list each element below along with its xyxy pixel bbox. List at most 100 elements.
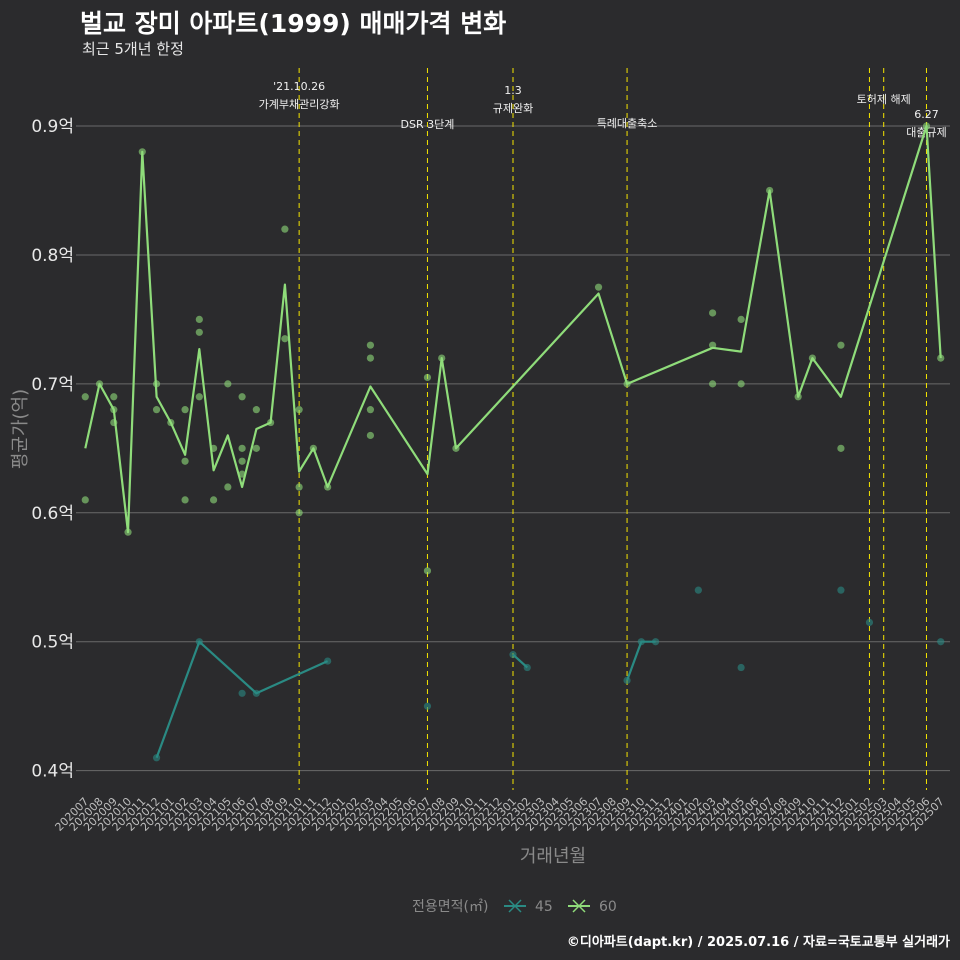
data-point-60 (195, 393, 203, 401)
legend-key-mark (572, 899, 586, 913)
event-label: '21.10.26 (273, 80, 325, 93)
event-label: 규제완화 (493, 102, 533, 115)
data-point-60 (623, 380, 631, 388)
legend-key-mark (508, 899, 522, 913)
data-point-60 (438, 354, 446, 362)
data-point-60 (295, 509, 303, 517)
data-point-60 (281, 335, 289, 343)
data-point-45 (651, 638, 660, 646)
data-point-45 (324, 657, 332, 665)
data-point-60 (366, 431, 375, 440)
data-point-45 (694, 586, 702, 594)
series-line-45 (155, 640, 329, 759)
y-axis-title: 평균가(억) (10, 389, 31, 469)
data-point-60 (124, 528, 132, 536)
data-point-60 (181, 457, 189, 465)
event-label: 1.3 (504, 84, 522, 97)
data-point-60 (181, 406, 189, 414)
data-point-60 (709, 309, 717, 317)
data-point-60 (238, 470, 246, 478)
chart-subtitle: 최근 5개년 한정 (82, 40, 184, 58)
data-point-60 (937, 354, 945, 362)
data-point-60 (209, 496, 218, 504)
series-line-60 (84, 124, 942, 534)
data-point-60 (238, 457, 246, 465)
data-point-45 (737, 663, 745, 672)
y-tick-label: 0.6억 (31, 504, 74, 524)
data-point-60 (766, 186, 774, 195)
data-point-60 (181, 496, 189, 504)
data-point-60 (366, 354, 375, 362)
data-point-60 (709, 380, 717, 388)
legend-label-45: 45 (535, 899, 553, 915)
data-point-60 (238, 444, 246, 452)
event-label: 특례대출축소 (597, 117, 658, 130)
data-point-60 (423, 373, 432, 382)
event-label: 6.27 (914, 108, 939, 121)
legend-title: 전용면적(㎡) (412, 899, 488, 915)
data-point-60 (423, 567, 432, 575)
data-point-60 (737, 380, 745, 388)
data-point-45 (195, 638, 203, 646)
data-point-45 (423, 702, 432, 710)
data-point-45 (637, 638, 645, 646)
data-point-60 (794, 393, 802, 401)
x-axis-title: 거래년월 (520, 846, 586, 867)
data-point-60 (238, 393, 246, 401)
data-point-60 (737, 315, 745, 324)
data-point-60 (252, 406, 260, 414)
data-point-60 (295, 406, 303, 414)
data-point-45 (837, 586, 845, 594)
data-point-45 (152, 754, 161, 762)
data-point-60 (209, 444, 218, 452)
y-tick-label: 0.9억 (31, 117, 74, 137)
data-point-60 (110, 418, 118, 427)
data-point-60 (224, 483, 232, 491)
series-line-45 (626, 640, 656, 681)
data-point-60 (295, 483, 303, 491)
data-point-45 (865, 618, 874, 626)
data-point-60 (922, 122, 931, 130)
data-point-60 (267, 418, 275, 427)
y-tick-label: 0.7억 (31, 375, 74, 395)
data-point-60 (709, 341, 717, 349)
data-point-60 (195, 328, 203, 336)
event-label: DSR 3단계 (401, 118, 455, 131)
data-point-60 (110, 393, 118, 401)
data-point-60 (110, 406, 118, 414)
data-point-60 (167, 418, 175, 427)
data-point-60 (808, 354, 817, 362)
y-tick-label: 0.8억 (31, 246, 74, 266)
data-point-45 (252, 689, 260, 697)
data-point-60 (837, 444, 845, 452)
data-point-60 (252, 444, 260, 452)
data-point-60 (152, 406, 161, 414)
chart-title: 벌교 장미 아파트(1999) 매매가격 변화 (80, 9, 507, 38)
data-point-60 (224, 380, 232, 388)
data-point-60 (195, 315, 203, 324)
data-point-60 (81, 496, 89, 504)
data-point-60 (324, 483, 332, 491)
data-point-60 (309, 444, 317, 452)
data-point-60 (95, 380, 104, 388)
data-point-60 (81, 393, 89, 401)
data-point-60 (366, 406, 375, 414)
data-point-60 (594, 283, 603, 291)
data-point-45 (509, 651, 517, 659)
data-point-60 (366, 341, 375, 349)
event-label: 가계부채관리강화 (259, 98, 340, 111)
legend-label-60: 60 (599, 899, 617, 915)
data-point-60 (837, 341, 845, 349)
y-tick-label: 0.4억 (31, 762, 74, 782)
data-point-45 (238, 689, 246, 697)
y-tick-label: 0.5억 (31, 633, 74, 653)
data-point-60 (281, 225, 289, 233)
data-point-60 (452, 444, 460, 452)
source-caption: ©디아파트(dapt.kr) / 2025.07.16 / 자료=국토교통부 실… (566, 935, 950, 950)
event-label: 토허제 해제 (857, 92, 911, 106)
data-point-60 (152, 380, 161, 388)
data-point-45 (623, 676, 631, 685)
data-point-60 (138, 148, 146, 156)
data-point-45 (937, 638, 945, 646)
